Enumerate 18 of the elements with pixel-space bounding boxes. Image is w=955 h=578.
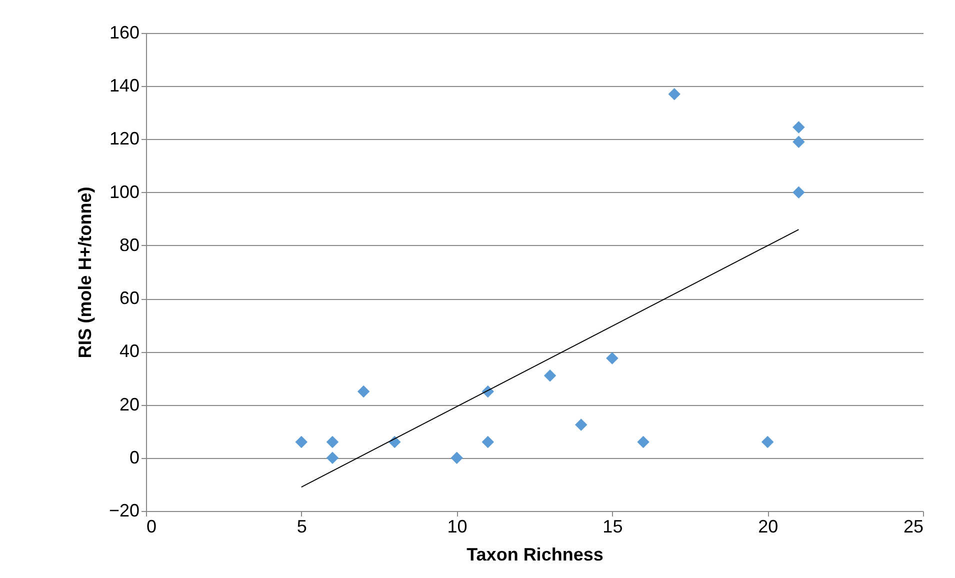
y-tick-label: 60 [119,288,140,308]
x-tick-label: 15 [602,516,623,536]
y-tick-label: 40 [119,341,140,362]
x-tick-label: 5 [296,516,307,536]
y-tick-label: 140 [109,76,140,96]
y-axis-title: RIS (mole H+/tonne) [74,186,95,358]
y-tick-label: 80 [119,234,140,255]
y-tick-label: 100 [109,182,140,202]
y-tick-label: 120 [109,128,140,149]
x-tick-label: 25 [903,516,924,536]
x-tick-label: 0 [146,516,157,536]
y-tick-label: −20 [108,500,140,520]
x-axis-title: Taxon Richness [466,544,604,564]
y-tick-label: 0 [129,447,140,468]
y-tick-label: 20 [119,394,140,414]
x-tick-label: 20 [758,516,778,536]
x-tick-label: 10 [447,516,468,536]
y-tick-label: 160 [109,22,140,42]
